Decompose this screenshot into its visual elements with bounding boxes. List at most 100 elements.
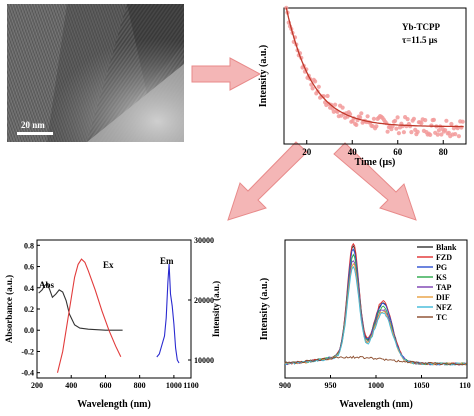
arrow-right [191,57,262,91]
em-curve [156,263,180,364]
absem-x-tick-label: 1100 [183,381,199,390]
decay-x-ticks: 20 40 60 80 [302,140,448,157]
decay-point [431,117,436,122]
decay-chart: Yb-TCPP τ=11.5 μs 20 40 60 80 Intensity (a.… [248,2,468,170]
absem-x-tick-label: 600 [99,381,111,390]
fluor-y-label: Intensity (a.u.) [259,278,270,341]
tem-image: 20 nm [7,4,184,142]
absem-y-left-tick-label: 0.6 [24,263,34,272]
decay-point [449,121,454,127]
fluor-x-tick-label: 900 [279,381,291,390]
absem-series [38,258,180,373]
decay-point [435,132,440,137]
decay-x-tick-label: 40 [348,147,358,157]
fluor-x-label: Wavelength (nm) [339,399,413,410]
decay-point [316,84,321,89]
fluor-x-tick-label: 1000 [368,381,384,390]
absem-y-left-tick-label: 0.2 [24,305,34,314]
ex-label: Ex [103,260,114,270]
fluor-legend-label: KS [436,273,447,282]
decay-point [371,116,376,121]
decay-point [419,121,424,126]
fluor-legend-label: FZD [436,253,452,262]
decay-point [374,124,379,129]
absem-y-right-ticks: 30000 20000 10000 [188,236,214,365]
decay-point [365,114,370,119]
absem-y-right-tick-label: 10000 [194,356,214,365]
decay-point [393,118,398,123]
decay-point [453,132,458,137]
absem-y-left-ticks: 0.8 0.6 0.4 0.2 0.0 -0.2 -0.4 [21,241,40,378]
decay-point [443,128,448,133]
absem-x-tick-label: 800 [134,381,146,390]
decay-point [409,130,414,135]
decay-x-label: Time (μs) [355,157,396,168]
fluor-x-tick-label: 1050 [414,381,430,390]
absem-x-tick-label: 1000 [166,381,182,390]
decay-x-tick-label: 80 [439,147,449,157]
fluor-x-ticks: 900 950 1000 1050 1100 [279,375,474,390]
decay-point [396,131,401,136]
decay-point [460,119,465,124]
decay-point [310,86,315,91]
absem-y-right-tick-label: 20000 [194,296,214,305]
decay-point [401,130,406,135]
absem-x-tick-label: 200 [31,381,43,390]
decay-point [354,122,359,127]
abs-curve [38,282,123,331]
absem-y-right-label: Intensity (a.u.) [211,281,221,337]
scale-bar-label: 20 nm [21,120,45,130]
abs-label: Abs [39,280,55,290]
ex-curve [56,258,122,373]
decay-y-label: Intensity (a.u.) [258,45,269,108]
decay-point [456,134,461,139]
em-label: Em [160,256,174,266]
decay-x-tick-label: 60 [393,147,403,157]
fluor-series [284,242,467,366]
scale-bar [17,132,53,135]
decay-point [313,79,318,84]
decay-point [359,111,364,116]
decay-point [444,118,449,123]
decay-annotation-lifetime: τ=11.5 μs [402,35,438,45]
decay-point [340,105,345,110]
absorption-emission-chart: Abs Ex Em 200 400 600 800 1000 1100 0.8 0.6 0.4… [3,236,227,411]
fluor-legend-label: Blank [436,243,457,252]
absem-y-left-label: Absorbance (a.u.) [4,275,14,343]
fluor-legend-label: TC [436,313,447,322]
absem-y-left-tick-label: 0.8 [24,241,34,250]
decay-point [428,132,433,137]
decay-point [395,115,400,120]
decay-fit-line [285,7,464,128]
decay-point [405,117,410,122]
fluor-legend-label: PG [436,263,447,272]
decay-point [411,116,416,121]
absem-y-left-tick-label: -0.4 [21,369,34,378]
fluorescence-chart: Blank FZD PG KS TAP DIF NFZ TC 900 950 1000 1050 11… [253,236,474,411]
decay-point [385,129,390,134]
decay-point [325,93,330,99]
fluor-legend-label: NFZ [436,303,452,312]
absem-y-left-tick-label: -0.2 [21,347,34,356]
fluor-curve [284,355,467,366]
fluor-x-tick-label: 1100 [459,381,471,390]
fluor-legend-label: DIF [436,293,450,302]
absem-y-left-tick-label: 0.4 [24,284,34,293]
decay-point [415,129,420,134]
absem-x-ticks: 200 400 600 800 1000 1100 [31,375,199,390]
arrow-down-right [333,142,417,221]
absem-y-left-tick-label: 0.0 [24,326,34,335]
fluor-legend-label: TAP [436,283,452,292]
decay-point [439,132,444,137]
tem-micrograph: 20 nm [7,4,184,142]
decay-point [446,130,451,135]
fluor-x-tick-label: 950 [325,381,337,390]
decay-x-tick-label: 20 [302,147,312,157]
absem-x-tick-label: 400 [65,381,77,390]
decay-point [436,128,441,133]
decay-point [423,118,428,123]
arrow-down-left [227,141,308,221]
absem-y-right-tick-label: 30000 [194,236,214,245]
decay-point [358,115,363,120]
